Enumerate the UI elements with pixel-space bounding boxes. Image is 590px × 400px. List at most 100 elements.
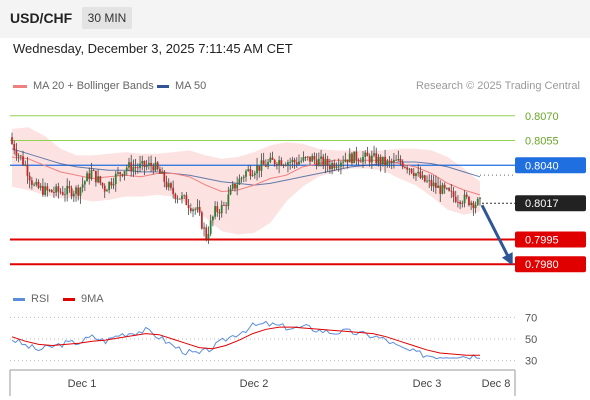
- rsi-line: [11, 320, 481, 360]
- candle-up: [306, 156, 309, 158]
- candle-down: [284, 165, 287, 166]
- candle-up: [282, 165, 285, 166]
- candle-down: [28, 175, 31, 181]
- candle-up: [364, 152, 367, 157]
- candle-down: [375, 153, 378, 164]
- candle-down: [189, 208, 192, 212]
- candle-up: [167, 183, 170, 188]
- forecast-arrowhead: [501, 252, 513, 266]
- current-price-tag: [515, 195, 586, 212]
- candle-down: [152, 166, 155, 171]
- legend-rsi: RSI: [13, 293, 49, 305]
- candle-down: [103, 185, 106, 192]
- candle-down: [30, 180, 33, 185]
- candle-up: [428, 180, 431, 181]
- pivot-tag: [515, 157, 586, 174]
- candle-up: [72, 193, 75, 197]
- candle-up: [66, 185, 69, 195]
- candle-up: [81, 184, 84, 188]
- resistance-label: 0.8055: [525, 136, 559, 148]
- candle-up: [426, 180, 428, 182]
- candle-down: [119, 172, 122, 175]
- candle-up: [176, 198, 179, 200]
- support-label: 0.7995: [525, 234, 559, 246]
- candle-down: [309, 156, 311, 162]
- candle-up: [245, 171, 247, 177]
- candle-down: [216, 206, 219, 213]
- support-tag: [515, 256, 586, 273]
- candle-down: [15, 150, 18, 156]
- timeframe-badge[interactable]: 30 MIN: [82, 7, 132, 29]
- candle-up: [269, 157, 272, 163]
- candle-up: [342, 161, 345, 163]
- candle-down: [368, 156, 371, 163]
- candle-down: [92, 170, 95, 171]
- candle-down: [165, 181, 168, 188]
- candle-down: [156, 162, 159, 169]
- candle-up: [247, 169, 250, 172]
- x-tick-label: Dec 1: [68, 378, 97, 390]
- candle-down: [388, 160, 391, 162]
- candle-up: [238, 178, 241, 185]
- current-price-label: 0.8017: [525, 198, 559, 210]
- candle-down: [59, 191, 62, 193]
- candle-down: [390, 160, 393, 163]
- candle-down: [357, 160, 360, 162]
- candle-down: [178, 198, 181, 200]
- legend-9ma: 9MA: [63, 293, 104, 305]
- candle-down: [194, 209, 197, 211]
- candle-down: [280, 160, 283, 166]
- candle-down: [401, 162, 404, 168]
- candle-down: [472, 202, 475, 209]
- candle-down: [198, 206, 201, 213]
- candle-down: [50, 189, 53, 193]
- rsi-tick-label: 30: [525, 356, 537, 368]
- candle-down: [351, 153, 353, 164]
- candle-up: [220, 204, 223, 214]
- candle-up: [86, 173, 88, 182]
- candle-down: [42, 186, 44, 195]
- candle-up: [90, 170, 93, 179]
- candle-down: [172, 187, 175, 194]
- candle-up: [123, 171, 126, 176]
- legend-ma20: MA 20 + Bollinger Bands: [13, 80, 154, 92]
- candle-down: [110, 181, 113, 186]
- candle-down: [262, 160, 265, 165]
- candle-down: [333, 163, 336, 168]
- candle-down: [457, 201, 459, 203]
- rsi-swatch: [13, 297, 25, 301]
- candle-up: [181, 195, 183, 200]
- candle-up: [97, 176, 99, 183]
- candle-up: [242, 176, 245, 178]
- candle-down: [121, 174, 124, 176]
- candle-down: [218, 212, 221, 214]
- candle-up: [33, 184, 35, 186]
- candle-up: [476, 198, 479, 205]
- candle-up: [397, 158, 400, 161]
- candle-up: [463, 194, 466, 204]
- candle-up: [445, 188, 448, 189]
- candle-up: [125, 167, 128, 172]
- candle-up: [17, 155, 20, 157]
- candle-up: [337, 166, 340, 168]
- candle-down: [68, 185, 71, 189]
- candle-up: [298, 161, 300, 165]
- pivot-label: 0.8040: [525, 160, 559, 172]
- candle-up: [44, 186, 47, 195]
- x-tick-label: Dec 8: [482, 378, 511, 390]
- candle-down: [450, 190, 453, 192]
- candle-up: [377, 156, 380, 164]
- candle-down: [271, 157, 274, 160]
- candle-down: [170, 183, 172, 188]
- candle-up: [227, 194, 230, 207]
- candle-down: [150, 162, 152, 167]
- candle-up: [183, 195, 186, 197]
- candle-up: [196, 206, 199, 210]
- candle-down: [315, 159, 318, 166]
- candle-up: [141, 160, 144, 164]
- candle-down: [423, 175, 426, 182]
- candle-up: [278, 160, 281, 166]
- candle-down: [419, 171, 422, 178]
- candle-down: [94, 170, 97, 183]
- candle-down: [328, 165, 331, 170]
